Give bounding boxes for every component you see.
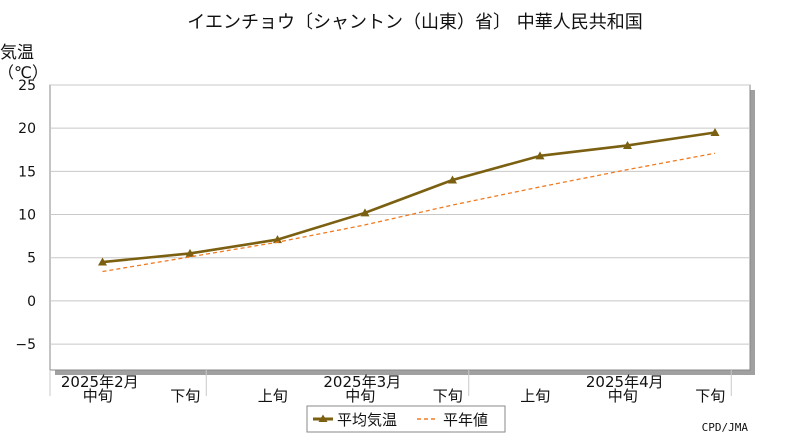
y-axis-label: 気温 <box>0 43 34 63</box>
x-tick-label: 中旬 <box>83 387 113 405</box>
data-point <box>185 248 195 257</box>
series-line-1 <box>102 152 716 273</box>
legend-label-mean: 平均気温 <box>337 411 397 429</box>
series-layer <box>98 128 720 273</box>
x-month-label: 2025年4月 <box>586 373 664 391</box>
x-tick-label: 中旬 <box>608 387 638 405</box>
y-tick-label: 5 <box>27 251 36 267</box>
plot-area <box>49 84 755 375</box>
y-tick-label: 20 <box>18 121 36 137</box>
x-tick-label: 下旬 <box>433 387 463 405</box>
legend-marker-mean <box>318 414 328 422</box>
data-point <box>623 140 632 149</box>
y-tick-label: 15 <box>18 164 36 180</box>
x-tick-label: 上旬 <box>258 387 288 405</box>
y-axis-unit: （℃） <box>0 63 48 82</box>
data-point <box>273 235 282 244</box>
chart-title: イエンチョウ〔シャントン（山東）省〕 中華人民共和国 <box>187 12 643 33</box>
x-tick-label: 上旬 <box>520 387 550 405</box>
data-point <box>360 208 370 217</box>
x-tick-label: 下旬 <box>695 387 725 405</box>
plot-frame <box>49 84 751 371</box>
data-point <box>710 128 720 136</box>
legend: 平均気温 平年値 <box>306 405 506 433</box>
legend-label-normal: 平年値 <box>443 411 488 429</box>
data-point <box>535 151 545 160</box>
y-tick-label: 25 <box>18 78 36 94</box>
y-axis-ticks: 25 20 15 10 5 0 −5 <box>15 78 36 353</box>
data-point <box>448 175 457 184</box>
x-month-label: 2025年2月 <box>61 373 139 391</box>
x-axis: 中旬 下旬 上旬 中旬 下旬 上旬 中旬 下旬 2025年2月 2025年3月 2025年4月 <box>49 370 732 405</box>
legend-box <box>306 405 506 433</box>
x-month-label: 2025年3月 <box>323 373 401 391</box>
series-line-0 <box>102 131 716 264</box>
x-tick-label: 中旬 <box>345 387 375 405</box>
source-credit: CPD/JMA <box>702 421 749 434</box>
y-tick-label: 0 <box>27 294 36 310</box>
data-point <box>98 257 107 266</box>
y-tick-label: 10 <box>18 208 36 224</box>
y-tick-label: −5 <box>15 337 36 353</box>
x-tick-label: 下旬 <box>170 387 200 405</box>
